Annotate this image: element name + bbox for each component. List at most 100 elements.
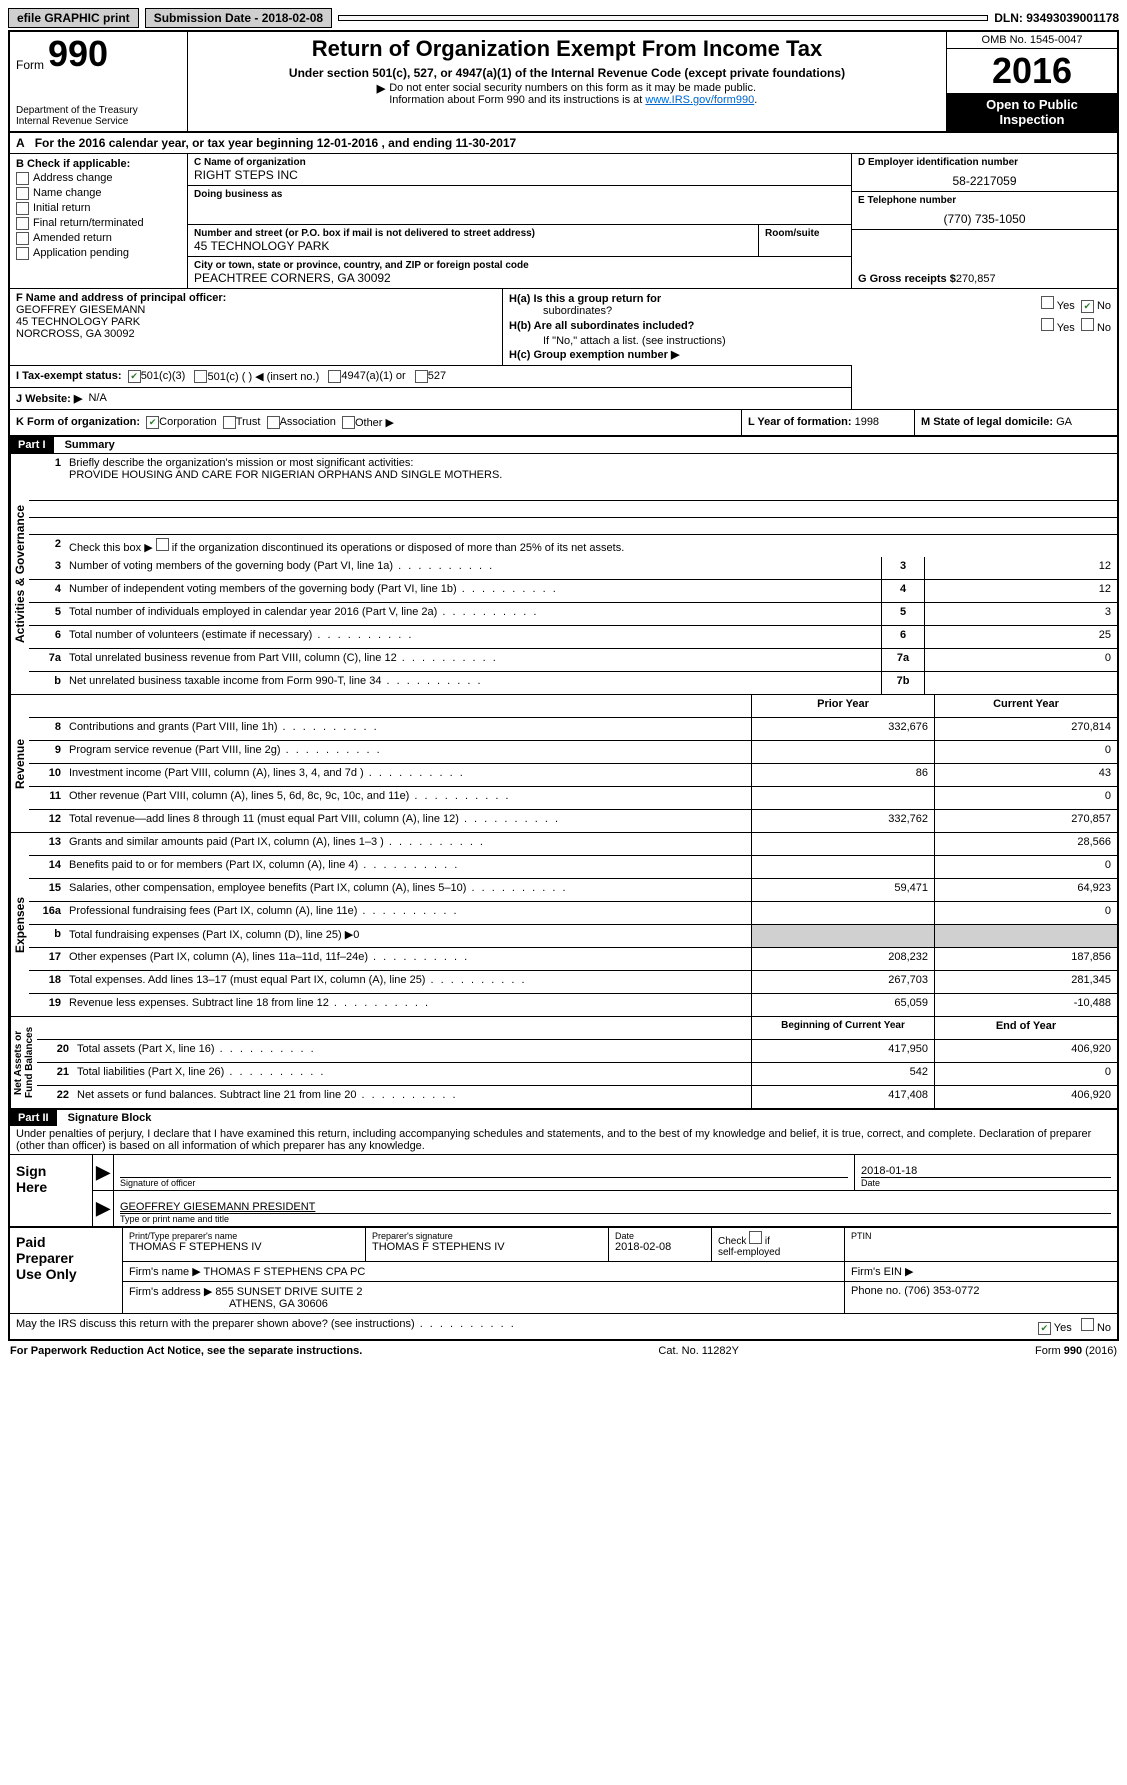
vlabel-netassets: Net Assets orFund Balances — [10, 1017, 37, 1108]
checkbox-501c3[interactable] — [128, 370, 141, 383]
footer-right: Form 990 (2016) — [1035, 1345, 1117, 1357]
form-number: Form 990 — [16, 36, 181, 72]
header-mid: Return of Organization Exempt From Incom… — [188, 32, 946, 131]
footer-left: For Paperwork Reduction Act Notice, see … — [10, 1345, 362, 1357]
sign-date-value: 2018-01-18 — [861, 1157, 1111, 1177]
form-container: Form 990 Department of the Treasury Inte… — [8, 30, 1119, 1341]
section-netassets: Net Assets orFund Balances Beginning of … — [10, 1016, 1117, 1108]
summary-line: 15 Salaries, other compensation, employe… — [29, 879, 1117, 902]
row-a-prefix: A — [16, 136, 25, 150]
addr-value: 45 TECHNOLOGY PARK — [194, 239, 752, 253]
opt-501c3: 501(c)(3) — [141, 370, 186, 383]
checkbox-pending[interactable] — [16, 247, 29, 260]
checkbox-amended[interactable] — [16, 232, 29, 245]
hb-no: No — [1097, 322, 1111, 334]
checkbox-other[interactable] — [342, 416, 355, 429]
checkbox-initial-return[interactable] — [16, 202, 29, 215]
dba-label: Doing business as — [194, 189, 845, 200]
summary-line: 8 Contributions and grants (Part VIII, l… — [29, 718, 1117, 741]
dln-number: DLN: 93493039001178 — [994, 11, 1119, 25]
summary-line: 6 Total number of volunteers (estimate i… — [29, 626, 1117, 649]
summary-line: 18 Total expenses. Add lines 13–17 (must… — [29, 971, 1117, 994]
footer-mid: Cat. No. 11282Y — [658, 1345, 739, 1357]
col-b: B Check if applicable: Address change Na… — [10, 154, 188, 288]
dots-leader — [415, 1318, 516, 1330]
vlabel-revenue: Revenue — [10, 695, 29, 832]
summary-line: 19 Revenue less expenses. Subtract line … — [29, 994, 1117, 1016]
discuss-yes: Yes — [1054, 1322, 1072, 1334]
col-end-year: End of Year — [934, 1017, 1117, 1039]
checkbox-address-change[interactable] — [16, 172, 29, 185]
checkbox-hb-no[interactable] — [1081, 318, 1094, 331]
col-l: L Year of formation: 1998 — [741, 410, 914, 435]
summary-line: 5 Total number of individuals employed i… — [29, 603, 1117, 626]
tax-year: 2016 — [947, 49, 1117, 93]
discuss-text: May the IRS discuss this return with the… — [16, 1318, 415, 1330]
open-line1: Open to Public — [986, 97, 1078, 112]
summary-line: 22 Net assets or fund balances. Subtract… — [37, 1086, 1117, 1108]
label-initial-return: Initial return — [33, 202, 90, 214]
sign-arrow-icon-2: ▶ — [93, 1191, 114, 1226]
ptin-label: PTIN — [851, 1231, 1111, 1241]
tel-label: E Telephone number — [858, 195, 1111, 206]
dept-line1: Department of the Treasury — [16, 105, 181, 116]
checkbox-527[interactable] — [415, 370, 428, 383]
checkbox-name-change[interactable] — [16, 187, 29, 200]
section-revenue: Revenue Prior Year Current Year 8 Contri… — [10, 694, 1117, 832]
checkbox-final-return[interactable] — [16, 217, 29, 230]
sign-here-label: SignHere — [10, 1155, 93, 1226]
city-label: City or town, state or province, country… — [194, 260, 845, 271]
part2-title: Signature Block — [60, 1110, 160, 1126]
year-formation-label: L Year of formation: — [748, 416, 852, 428]
col-begin-year: Beginning of Current Year — [751, 1017, 934, 1039]
summary-line: b Total fundraising expenses (Part IX, c… — [29, 925, 1117, 948]
efile-print-button[interactable]: efile GRAPHIC print — [8, 8, 139, 28]
hb-label: H(b) Are all subordinates included? — [509, 320, 694, 332]
line2-desc: Check this box ▶ if the organization dis… — [65, 535, 1117, 557]
checkbox-corp[interactable] — [146, 416, 159, 429]
omb-number: OMB No. 1545-0047 — [947, 32, 1117, 49]
paid-preparer-section: PaidPreparerUse Only Print/Type preparer… — [10, 1226, 1117, 1313]
note2-prefix: Information about Form 990 and its instr… — [389, 94, 645, 106]
part1-tag: Part I — [10, 437, 54, 453]
checkbox-discontinued[interactable] — [156, 538, 169, 551]
checkbox-discuss-yes[interactable] — [1038, 1322, 1051, 1335]
mission-text: PROVIDE HOUSING AND CARE FOR NIGERIAN OR… — [69, 469, 502, 481]
page-footer: For Paperwork Reduction Act Notice, see … — [8, 1341, 1119, 1361]
org-name-label: C Name of organization — [194, 157, 845, 168]
part1-header-row: Part I Summary — [10, 435, 1117, 453]
summary-line: 14 Benefits paid to or for members (Part… — [29, 856, 1117, 879]
sign-here-section: SignHere ▶ Signature of officer 2018-01-… — [10, 1154, 1117, 1226]
sign-date-label: Date — [861, 1177, 1111, 1188]
form-note2: Information about Form 990 and its instr… — [389, 94, 757, 106]
irs-link[interactable]: www.IRS.gov/form990 — [645, 94, 754, 106]
form-word: Form — [16, 58, 44, 72]
checkbox-4947[interactable] — [328, 370, 341, 383]
officer-signed-name: GEOFFREY GIESEMANN PRESIDENT — [120, 1193, 1111, 1213]
perjury-declaration: Under penalties of perjury, I declare th… — [10, 1126, 1117, 1154]
preparer-sig: THOMAS F STEPHENS IV — [372, 1241, 602, 1253]
section-fh: F Name and address of principal officer:… — [10, 288, 1117, 365]
preparer-name-label: Print/Type preparer's name — [129, 1231, 359, 1241]
officer-label: F Name and address of principal officer: — [16, 292, 496, 304]
preparer-date-label: Date — [615, 1231, 705, 1241]
summary-line: 10 Investment income (Part VIII, column … — [29, 764, 1117, 787]
paid-preparer-label: PaidPreparerUse Only — [10, 1228, 123, 1313]
label-address-change: Address change — [33, 172, 113, 184]
submission-date: 2018-02-08 — [262, 11, 323, 25]
addr-label: Number and street (or P.O. box if mail i… — [194, 228, 752, 239]
checkbox-ha-no[interactable] — [1081, 300, 1094, 313]
checkbox-hb-yes[interactable] — [1041, 318, 1054, 331]
checkbox-self-employed[interactable] — [749, 1231, 762, 1244]
checkbox-501c[interactable] — [194, 370, 207, 383]
ha-no: No — [1097, 300, 1111, 312]
mission-blank1 — [29, 484, 1117, 501]
checkbox-ha-yes[interactable] — [1041, 296, 1054, 309]
checkbox-discuss-no[interactable] — [1081, 1318, 1094, 1331]
row-i: I Tax-exempt status: 501(c)(3) 501(c) ( … — [10, 365, 851, 387]
label-pending: Application pending — [33, 247, 129, 259]
checkbox-trust[interactable] — [223, 416, 236, 429]
domicile-value: GA — [1056, 416, 1072, 428]
ein-value: 58-2217059 — [858, 168, 1111, 188]
checkbox-assoc[interactable] — [267, 416, 280, 429]
